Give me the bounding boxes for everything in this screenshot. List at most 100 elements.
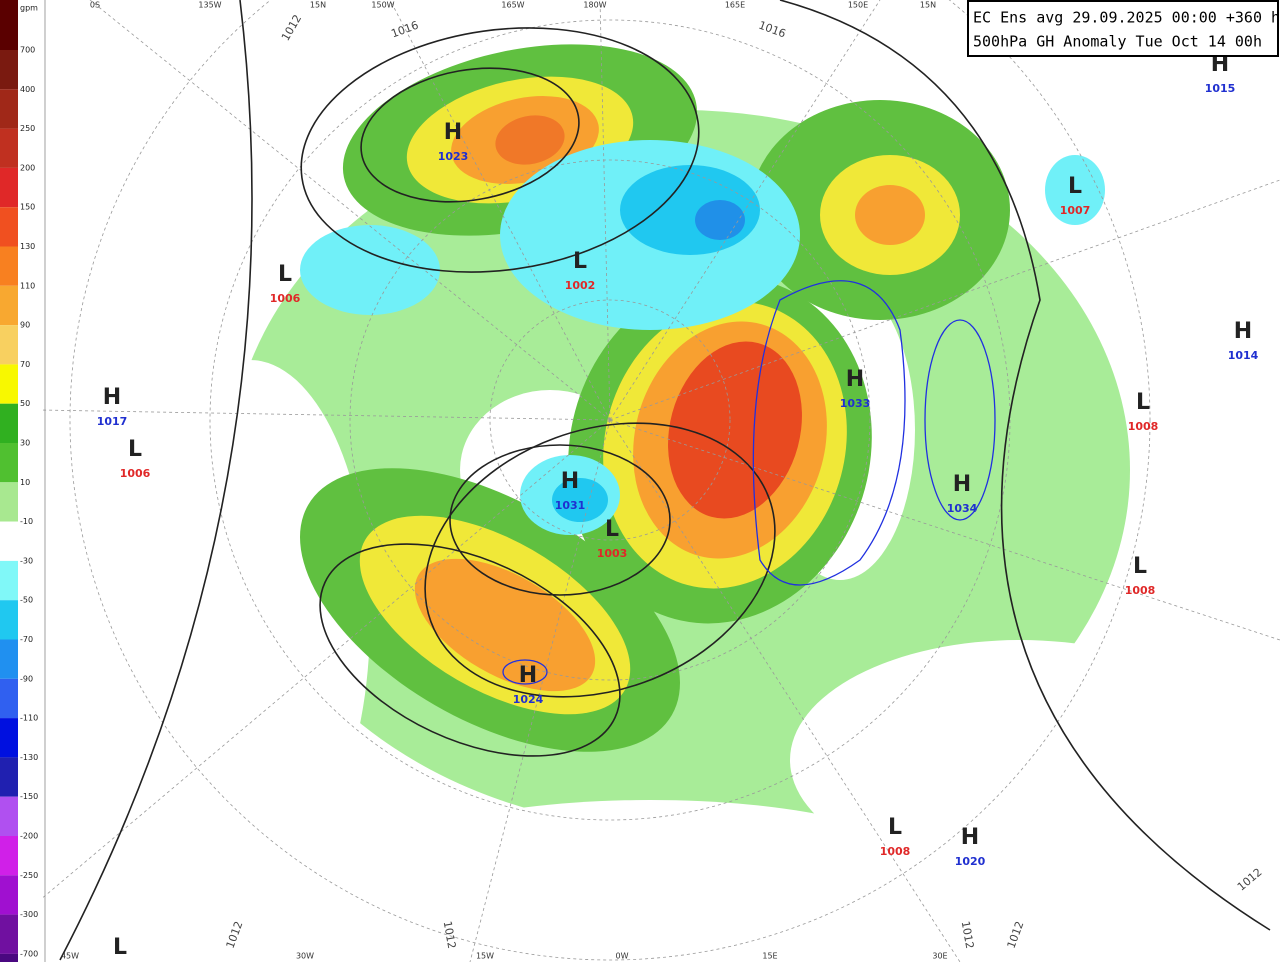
contour xyxy=(752,280,906,586)
colorbar-segment xyxy=(0,207,18,247)
anomaly-area xyxy=(668,341,802,519)
colorbar-segment xyxy=(0,403,18,443)
colorbar-tick-label: -700 xyxy=(20,949,38,958)
isobar xyxy=(300,27,700,273)
center-symbol: H xyxy=(1211,52,1229,77)
colorbar-tick-label: -130 xyxy=(20,753,38,762)
colorbar-tick-label: 200 xyxy=(20,163,35,172)
colorbar-segment xyxy=(0,678,18,719)
colorbar-segment xyxy=(0,443,18,483)
title-line: EC Ens avg 29.09.2025 00:00 +360 h xyxy=(973,9,1280,27)
longitude-label: 15N xyxy=(920,1,936,10)
center-symbol: L xyxy=(888,815,902,840)
colorbar-tick-label: -30 xyxy=(20,556,33,565)
center-symbol: H xyxy=(1234,319,1252,344)
colorbar-tick-label: 700 xyxy=(20,46,35,55)
colorbar-tick-label: -70 xyxy=(20,635,33,644)
contour xyxy=(502,659,548,685)
anomaly-area xyxy=(495,115,565,165)
center-pressure: 1014 xyxy=(1228,349,1259,362)
neutral-area xyxy=(130,360,370,880)
colorbar-segment xyxy=(0,364,18,404)
colorbar-tick-label: -250 xyxy=(20,871,38,880)
center-symbol: L xyxy=(1136,390,1150,415)
colorbar-segment xyxy=(0,914,18,954)
graticule xyxy=(39,0,1280,962)
colorbar-tick-label: -200 xyxy=(20,832,38,841)
colorbar-segment xyxy=(0,285,18,326)
longitude-label: 45W xyxy=(61,952,79,961)
colorbar-segment xyxy=(0,89,18,129)
contour xyxy=(924,319,996,521)
anomaly-area xyxy=(414,558,596,692)
latitude-circle xyxy=(349,159,871,681)
latitude-circle xyxy=(209,19,1011,821)
isobar-label: 1012 xyxy=(279,12,304,43)
isobar xyxy=(319,543,621,757)
longitude-label: 15N xyxy=(310,1,326,10)
isobars xyxy=(59,0,1271,961)
longitude-label: 15W xyxy=(476,952,494,961)
colorbar-segment xyxy=(0,718,18,758)
latitude-circle xyxy=(69,0,1151,961)
anomaly-area xyxy=(1045,155,1105,225)
center-symbol: L xyxy=(128,437,142,462)
colorbar-tick-label: 400 xyxy=(20,85,35,94)
colorbar-tick-label: 130 xyxy=(20,242,35,251)
isobar-label: 1016 xyxy=(389,19,420,41)
longitude-label: 30W xyxy=(296,952,314,961)
isobar xyxy=(360,67,580,203)
colorbar-tick-label: 10 xyxy=(20,478,30,487)
isobar-label: 1012 xyxy=(1005,919,1027,950)
isobar-label: 1016 xyxy=(757,19,788,41)
center-symbol: H xyxy=(444,120,462,145)
longitude-label: 150W xyxy=(371,1,394,10)
colorbar-bg xyxy=(18,0,42,962)
colorbar-tick-label: -10 xyxy=(20,517,33,526)
colorbar: gpm 700 400 250 200 150 130 110 90 70 50 30 10 -10 -30… xyxy=(0,0,46,962)
center-pressure: 1008 xyxy=(880,845,911,858)
colorbar-tick-label: -90 xyxy=(20,674,33,683)
center-pressure: 1015 xyxy=(1205,82,1236,95)
colorbar-tick-label: -50 xyxy=(20,596,33,605)
center-symbol: H xyxy=(953,472,971,497)
colorbar-unit: gpm xyxy=(20,4,38,13)
center-symbol: L xyxy=(573,249,587,274)
center-pressure: 1034 xyxy=(947,502,978,515)
center-symbol: H xyxy=(961,825,979,850)
center-symbol: L xyxy=(113,935,127,960)
colorbar-tick-label: 250 xyxy=(20,124,35,133)
longitude-label: 165E xyxy=(725,1,745,10)
colorbar-segment xyxy=(0,600,18,640)
colorbar-segment xyxy=(0,246,18,286)
isobar xyxy=(449,444,671,596)
colorbar-segment xyxy=(0,953,18,962)
center-pressure: 1006 xyxy=(270,292,301,305)
center-pressure: 1020 xyxy=(955,855,986,868)
center-symbol: H xyxy=(846,367,864,392)
center-pressure: 1006 xyxy=(120,467,151,480)
longitude-label: 150E xyxy=(848,1,868,10)
anomaly-field xyxy=(130,44,1250,920)
isobar-label: 1012 xyxy=(441,920,459,950)
longitude-label: 135W xyxy=(198,1,221,10)
latitude-circle xyxy=(489,299,731,541)
center-symbol: L xyxy=(1133,554,1147,579)
colorbar-segment xyxy=(0,757,18,797)
center-pressure: 1008 xyxy=(1128,420,1159,433)
colorbar-tick-label: -150 xyxy=(20,792,38,801)
center-symbol: H xyxy=(561,469,579,494)
center-symbol: H xyxy=(519,663,537,688)
longitude-label: 30E xyxy=(932,952,947,961)
center-symbol: L xyxy=(278,262,292,287)
center-symbol: L xyxy=(1068,174,1082,199)
center-pressure: 1008 xyxy=(1125,584,1156,597)
isobar xyxy=(424,422,776,698)
title-line: 500hPa GH Anomaly Tue Oct 14 00h xyxy=(973,33,1262,51)
neutral-area xyxy=(790,640,1250,880)
colorbar-tick-label: 30 xyxy=(20,439,30,448)
anomaly-area xyxy=(695,200,745,240)
longitude-label: 0S xyxy=(90,1,100,10)
